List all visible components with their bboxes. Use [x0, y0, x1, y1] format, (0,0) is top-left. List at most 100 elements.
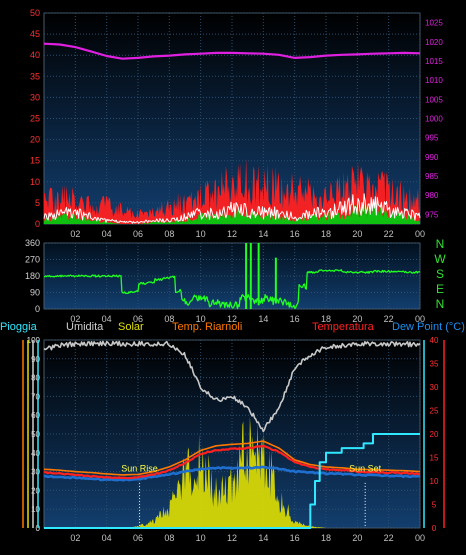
- wind-direction-series: [44, 269, 420, 310]
- pressure-series: [43, 42, 421, 60]
- wind-x-tick: 20: [352, 229, 362, 239]
- pressure-y-tick: 1010: [425, 76, 443, 85]
- wind-y-tick: 50: [30, 8, 40, 18]
- direction-y-tick: 90: [30, 288, 40, 298]
- temp-riarnoli-series: [43, 440, 421, 476]
- climate-left-tick: 0: [36, 524, 41, 533]
- climate-x-tick: 12: [227, 533, 237, 543]
- climate-x-tick: 14: [258, 533, 268, 543]
- climate-x-tick: 22: [384, 533, 394, 543]
- direction-x-tick: 08: [164, 314, 174, 324]
- climate-left-tick: 70: [31, 392, 40, 401]
- climate-x-tick: 20: [352, 533, 362, 543]
- climate-left-tick: 80: [31, 374, 40, 383]
- climate-left-tick: 90: [31, 355, 40, 364]
- wind-x-tick: 22: [384, 229, 394, 239]
- climate-right-tick: 35: [430, 360, 439, 369]
- series-label: Solar: [118, 321, 144, 333]
- series-label: Pioggia: [0, 321, 38, 333]
- compass-label: N: [436, 237, 445, 251]
- wind-y-tick: 5: [35, 198, 40, 208]
- climate-right-tick: 40: [430, 336, 439, 345]
- climate-x-tick: 06: [133, 533, 143, 543]
- climate-right-tick: 25: [430, 407, 439, 416]
- compass-label: W: [434, 252, 446, 266]
- wind-y-tick: 40: [30, 50, 40, 60]
- direction-x-tick: 16: [290, 314, 300, 324]
- climate-right-tick: 10: [430, 477, 439, 486]
- climate-left-tick: 20: [31, 486, 40, 495]
- direction-x-tick: 04: [102, 314, 112, 324]
- climate-left-tick: 60: [31, 411, 40, 420]
- solar-series: [44, 416, 420, 528]
- direction-y-tick: 0: [35, 304, 40, 314]
- climate-x-tick: 02: [70, 533, 80, 543]
- direction-y-tick: 270: [25, 255, 40, 265]
- pressure-y-tick: 1020: [425, 38, 443, 47]
- wind-y-tick: 45: [30, 29, 40, 39]
- climate-right-tick: 15: [430, 454, 439, 463]
- dew-point-series: [43, 465, 421, 482]
- wind-y-tick: 10: [30, 177, 40, 187]
- climate-right-tick: 0: [432, 524, 437, 533]
- pressure-y-tick: 1005: [425, 95, 443, 104]
- direction-x-tick: 10: [196, 314, 206, 324]
- wind-x-tick: 02: [70, 229, 80, 239]
- humidity-series: [43, 340, 421, 433]
- rain-series: [44, 433, 420, 529]
- direction-y-tick: 180: [25, 271, 40, 281]
- series-label: Dew Point (°C): [392, 321, 465, 333]
- climate-x-tick: 16: [290, 533, 300, 543]
- climate-x-tick: 10: [196, 533, 206, 543]
- direction-x-tick: 02: [70, 314, 80, 324]
- wind-y-tick: 20: [30, 135, 40, 145]
- wind-y-tick: 35: [30, 71, 40, 81]
- climate-x-tick: 00: [415, 533, 425, 543]
- temperatura-series: [43, 444, 421, 480]
- wind-y-tick: 15: [30, 156, 40, 166]
- wind-x-tick: 00: [415, 229, 425, 239]
- climate-left-tick: 30: [31, 468, 40, 477]
- direction-x-tick: 06: [133, 314, 143, 324]
- direction-x-tick: 00: [415, 314, 425, 324]
- climate-x-tick: 08: [164, 533, 174, 543]
- direction-x-tick: 22: [384, 314, 394, 324]
- wind-x-tick: 14: [258, 229, 268, 239]
- pressure-y-tick: 1025: [425, 19, 443, 28]
- wind-x-tick: 18: [321, 229, 331, 239]
- direction-x-tick: 14: [258, 314, 268, 324]
- wind-speed-series: [43, 193, 421, 224]
- series-label: Temp. Riarnoli: [172, 321, 242, 333]
- sunset-label: Sun Set: [349, 464, 382, 474]
- pressure-y-tick: 975: [425, 210, 439, 219]
- compass-label: S: [436, 267, 444, 281]
- climate-left-tick: 10: [31, 505, 40, 514]
- gust-series: [44, 158, 420, 224]
- compass-label: E: [436, 282, 444, 296]
- series-label: Umidita: [66, 321, 104, 333]
- sunrise-label: Sun Rise: [121, 464, 158, 474]
- average-wind-series: [44, 202, 420, 224]
- pressure-y-tick: 985: [425, 172, 439, 181]
- climate-x-tick: 04: [102, 533, 112, 543]
- series-label: Temperatura: [312, 321, 375, 333]
- climate-right-tick: 5: [432, 501, 437, 510]
- direction-y-tick: 360: [25, 238, 40, 248]
- wind-y-tick: 25: [30, 114, 40, 124]
- wind-x-tick: 06: [133, 229, 143, 239]
- wind-x-tick: 12: [227, 229, 237, 239]
- pressure-y-tick: 1015: [425, 57, 443, 66]
- wind-y-tick: 30: [30, 92, 40, 102]
- wind-y-tick: 0: [35, 219, 40, 229]
- direction-x-tick: 12: [227, 314, 237, 324]
- wind-x-tick: 04: [102, 229, 112, 239]
- climate-right-tick: 20: [430, 430, 439, 439]
- climate-left-tick: 50: [31, 430, 40, 439]
- climate-x-tick: 18: [321, 533, 331, 543]
- pressure-y-tick: 1000: [425, 115, 443, 124]
- climate-right-tick: 30: [430, 383, 439, 392]
- wind-x-tick: 08: [164, 229, 174, 239]
- wind-x-tick: 10: [196, 229, 206, 239]
